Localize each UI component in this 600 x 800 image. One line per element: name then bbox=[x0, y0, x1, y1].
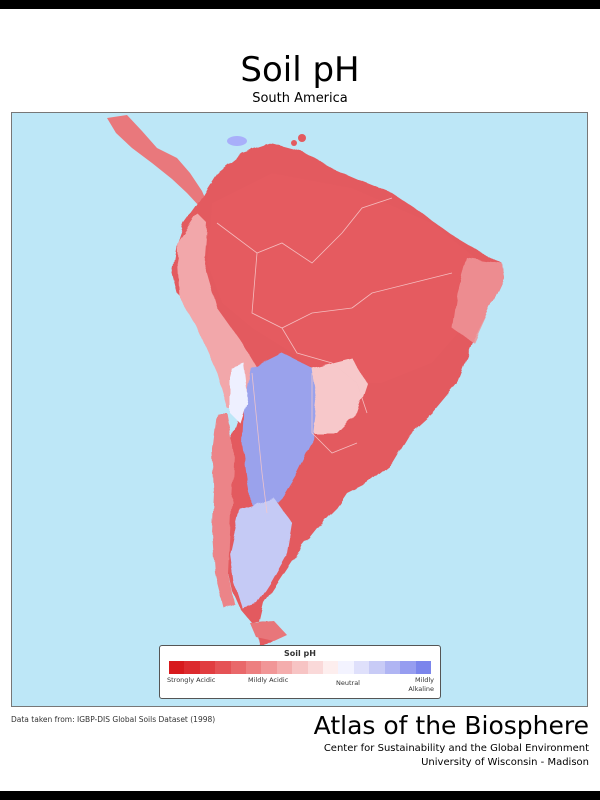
south-america-map bbox=[107, 115, 504, 648]
legend-swatch bbox=[184, 661, 200, 674]
data-source: Data taken from: IGBP-DIS Global Soils D… bbox=[11, 715, 216, 724]
caribbean-island bbox=[291, 140, 297, 146]
legend-swatch bbox=[323, 661, 339, 674]
legend-title: Soil pH bbox=[284, 649, 316, 658]
legend-swatch bbox=[215, 661, 231, 674]
legend-swatch bbox=[384, 661, 401, 674]
brand-title: Atlas of the Biosphere bbox=[313, 711, 589, 740]
brand-line-2: University of Wisconsin - Madison bbox=[421, 757, 589, 768]
legend-label-neutral: Neutral bbox=[336, 679, 360, 687]
country-borders bbox=[216, 197, 453, 514]
brand-block: Atlas of the Biosphere Center for Sustai… bbox=[314, 710, 589, 770]
legend-label-mildly-alkaline: Mildly Alkaline bbox=[408, 676, 434, 693]
chaco-region bbox=[302, 358, 367, 433]
bottom-border bbox=[0, 791, 600, 800]
patagonia-region bbox=[230, 498, 292, 608]
map-title: Soil pH bbox=[240, 50, 360, 90]
legend-swatch bbox=[199, 661, 216, 674]
alkaline-region bbox=[242, 353, 317, 513]
brand-line-1: Center for Sustainability and the Global… bbox=[323, 743, 589, 754]
legend: Soil pH Strongly Acidic Mildly Acidic Ne… bbox=[159, 645, 441, 699]
top-border bbox=[0, 0, 600, 9]
andes-region bbox=[177, 213, 257, 413]
map-subtitle: South America bbox=[252, 91, 348, 106]
legend-swatch bbox=[230, 661, 247, 674]
map-frame[interactable] bbox=[11, 112, 588, 707]
legend-swatch bbox=[246, 661, 262, 674]
caribbean-island bbox=[298, 134, 306, 142]
central-america-land bbox=[107, 115, 208, 207]
legend-swatch bbox=[400, 661, 416, 674]
legend-swatch bbox=[307, 661, 324, 674]
legend-swatch bbox=[415, 661, 431, 674]
caribbean-island bbox=[227, 136, 247, 146]
legend-swatch bbox=[338, 661, 354, 674]
amazon-region bbox=[207, 173, 482, 383]
legend-swatch bbox=[369, 661, 385, 674]
legend-swatch bbox=[353, 661, 370, 674]
chile-region bbox=[212, 413, 234, 608]
legend-label-strongly-acidic: Strongly Acidic bbox=[167, 676, 216, 684]
legend-color-ramp bbox=[169, 661, 431, 674]
legend-swatch bbox=[276, 661, 293, 674]
northeast-brazil-region bbox=[452, 258, 504, 343]
atacama-region bbox=[230, 363, 248, 423]
legend-label-mildly-acidic: Mildly Acidic bbox=[248, 676, 289, 684]
legend-swatch bbox=[169, 661, 185, 674]
legend-swatch bbox=[292, 661, 308, 674]
tierra-del-fuego bbox=[250, 621, 287, 641]
legend-swatch bbox=[261, 661, 277, 674]
